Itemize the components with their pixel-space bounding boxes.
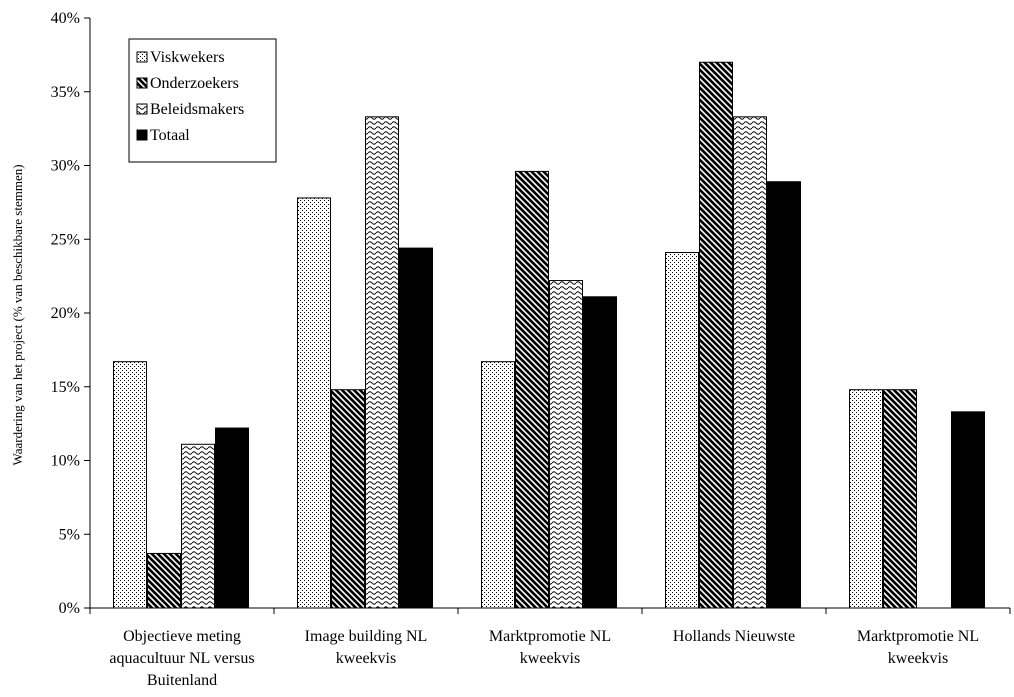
y-axis-ticks: 0% 5% 10% 15% 20% 25% 30% 35% 40% [51, 10, 91, 617]
bar-onderzoekers [883, 389, 917, 609]
legend-label: Viskwekers [150, 49, 225, 66]
y-tick-label: 0% [59, 600, 80, 617]
x-category-label: Objectieve meting aquacultuur NL versus Bu… [109, 628, 254, 689]
bar-beleidsmakers [549, 280, 583, 609]
x-category-label: Hollands Nieuwste [673, 628, 795, 645]
bar-viskwekers [665, 252, 699, 609]
y-tick-label: 25% [51, 231, 80, 248]
bar-beleidsmakers [733, 116, 767, 609]
y-axis-title: Waardering van het project (% van beschi… [10, 164, 25, 465]
legend-label: Onderzoekers [150, 75, 239, 92]
bar-onderzoekers [331, 389, 365, 609]
bar-totaal [215, 427, 249, 609]
bar-onderzoekers [699, 61, 733, 609]
legend-label: Beleidsmakers [150, 101, 244, 118]
bar-viskwekers [481, 361, 515, 609]
bars [113, 61, 985, 609]
x-category-label: Marktpromotie NL kweekvis [857, 628, 979, 667]
y-tick-label: 10% [51, 453, 80, 470]
x-category-label: Marktpromotie NL kweekvis [489, 628, 611, 667]
x-category-label: Image building NL kweekvis [305, 628, 428, 667]
y-tick-label: 5% [59, 526, 80, 543]
bar-beleidsmakers [181, 443, 215, 609]
bar-onderzoekers [515, 170, 549, 609]
x-axis [89, 607, 1011, 614]
y-tick-label: 15% [51, 379, 80, 396]
bar-viskwekers [113, 361, 147, 609]
bar-beleidsmakers [365, 116, 399, 609]
bar-totaal [583, 296, 617, 609]
category-labels: Objectieve meting aquacultuur NL versus Bu… [109, 628, 979, 689]
bar-viskwekers [849, 389, 883, 609]
y-tick-label: 35% [51, 84, 80, 101]
bar-totaal [399, 247, 433, 609]
legend-swatch [136, 103, 148, 115]
legend-swatch [136, 51, 148, 63]
bar-totaal [767, 181, 801, 609]
legend-swatch [136, 129, 148, 141]
bar-onderzoekers [147, 552, 181, 609]
legend-frame [128, 38, 277, 163]
bar-totaal [951, 411, 985, 609]
legend-label: Totaal [150, 127, 190, 144]
legend-swatch [136, 77, 148, 89]
y-tick-label: 40% [51, 10, 80, 27]
legend: Viskwekers Onderzoekers Beleidsmakers Totaa… [128, 38, 277, 163]
y-tick-label: 30% [51, 158, 80, 175]
bar-viskwekers [297, 197, 331, 609]
y-tick-label: 20% [51, 305, 80, 322]
